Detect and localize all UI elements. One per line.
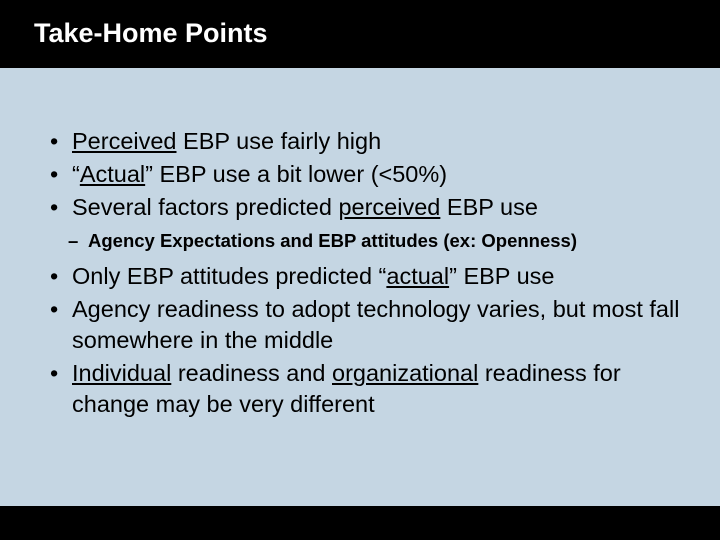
text-segment: EBP use fairly high: [177, 128, 382, 154]
sub-bullet-list: Agency Expectations and EBP attitudes (e…: [50, 229, 700, 253]
text-segment: Only EBP attitudes predicted “: [72, 263, 386, 289]
text-segment: Agency Expectations and EBP attitudes (e…: [88, 230, 577, 251]
text-segment: ” EBP use a bit lower (<50%): [145, 161, 447, 187]
text-segment: “: [72, 161, 80, 187]
bullet-item: Perceived EBP use fairly high: [50, 126, 700, 157]
text-segment: Perceived: [72, 128, 177, 154]
text-segment: organizational: [332, 360, 478, 386]
text-segment: Individual: [72, 360, 171, 386]
text-segment: ” EBP use: [449, 263, 554, 289]
slide-header: Take-Home Points: [0, 0, 720, 68]
bullet-item: Agency readiness to adopt technology var…: [50, 294, 700, 356]
text-segment: Actual: [80, 161, 145, 187]
slide-title: Take-Home Points: [34, 18, 720, 49]
text-segment: EBP use: [440, 194, 538, 220]
bullet-item: Several factors predicted perceived EBP …: [50, 192, 700, 223]
bullet-list: Perceived EBP use fairly high“Actual” EB…: [50, 126, 700, 420]
text-segment: perceived: [338, 194, 440, 220]
sub-bullet-item: Agency Expectations and EBP attitudes (e…: [50, 229, 700, 253]
bullet-item: Only EBP attitudes predicted “actual” EB…: [50, 261, 700, 292]
text-segment: actual: [386, 263, 449, 289]
text-segment: Agency readiness to adopt technology var…: [72, 296, 679, 353]
bullet-item: “Actual” EBP use a bit lower (<50%): [50, 159, 700, 190]
text-segment: Several factors predicted: [72, 194, 338, 220]
slide-content: Perceived EBP use fairly high“Actual” EB…: [0, 68, 720, 506]
text-segment: readiness and: [171, 360, 332, 386]
slide-footer: [0, 506, 720, 540]
bullet-item: Individual readiness and organizational …: [50, 358, 700, 420]
